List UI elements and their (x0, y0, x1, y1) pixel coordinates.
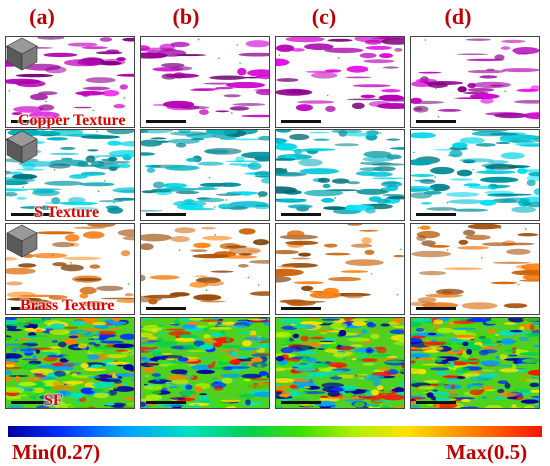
texture-map-image (141, 226, 269, 305)
scale-bar (11, 401, 51, 404)
map-panel (140, 36, 270, 128)
map-panel (5, 129, 135, 221)
scale-bar (146, 213, 186, 216)
texture-map-image (276, 318, 404, 408)
column-label-b: (b) (172, 4, 200, 29)
column-label-d: (d) (444, 4, 472, 29)
texture-map-image (6, 37, 134, 120)
map-panel (275, 223, 405, 315)
colorbar-max-label: Max(0.5) (446, 440, 528, 464)
scale-bar (11, 213, 51, 216)
map-panel (275, 36, 405, 128)
texture-map-image (276, 37, 404, 112)
scale-bar (146, 307, 186, 310)
scale-bar (416, 120, 456, 123)
map-panel (140, 129, 270, 221)
texture-map-image (6, 224, 134, 307)
map-panel (410, 36, 540, 128)
texture-map-image (141, 318, 269, 408)
scale-bar (281, 213, 321, 216)
map-panel (5, 223, 135, 315)
map-panel (410, 317, 540, 409)
scale-bar (146, 120, 186, 123)
texture-map-image (141, 38, 269, 118)
scale-bar (146, 401, 186, 404)
cube-orientation-icon (6, 224, 38, 258)
scale-bar (416, 213, 456, 216)
map-panel (410, 223, 540, 315)
texture-map-image (276, 130, 404, 215)
texture-map-image (411, 224, 539, 310)
row-label-brass: Brass Texture (20, 297, 115, 314)
colorbar-min-label: Min(0.27) (12, 440, 101, 464)
row-label-copper: Copper Texture (18, 112, 126, 129)
scale-bar (416, 401, 456, 404)
map-panel (140, 317, 270, 409)
map-panel (275, 129, 405, 221)
texture-map-image (411, 318, 539, 408)
map-panel (5, 36, 135, 128)
texture-map-image (6, 318, 134, 408)
row-label-sf: SF (44, 392, 63, 409)
map-panel (410, 129, 540, 221)
cube-orientation-icon (6, 130, 38, 164)
texture-map-image (276, 224, 404, 307)
column-label-a: (a) (29, 4, 55, 29)
row-label-s: S Texture (34, 204, 100, 221)
scale-bar (11, 307, 51, 310)
map-panel (140, 223, 270, 315)
scale-bar (281, 307, 321, 310)
texture-map-image (141, 130, 269, 212)
column-label-c: (c) (311, 4, 337, 29)
map-panel (275, 317, 405, 409)
texture-map-image (411, 130, 539, 213)
scale-bar (11, 120, 51, 123)
scale-bar (416, 307, 456, 310)
scale-bar (281, 401, 321, 404)
texture-map-image (6, 130, 134, 214)
cube-orientation-icon (6, 37, 38, 71)
scale-bar (281, 120, 321, 123)
colorbar (8, 426, 542, 437)
texture-map-image (411, 38, 539, 120)
map-panel (5, 317, 135, 409)
